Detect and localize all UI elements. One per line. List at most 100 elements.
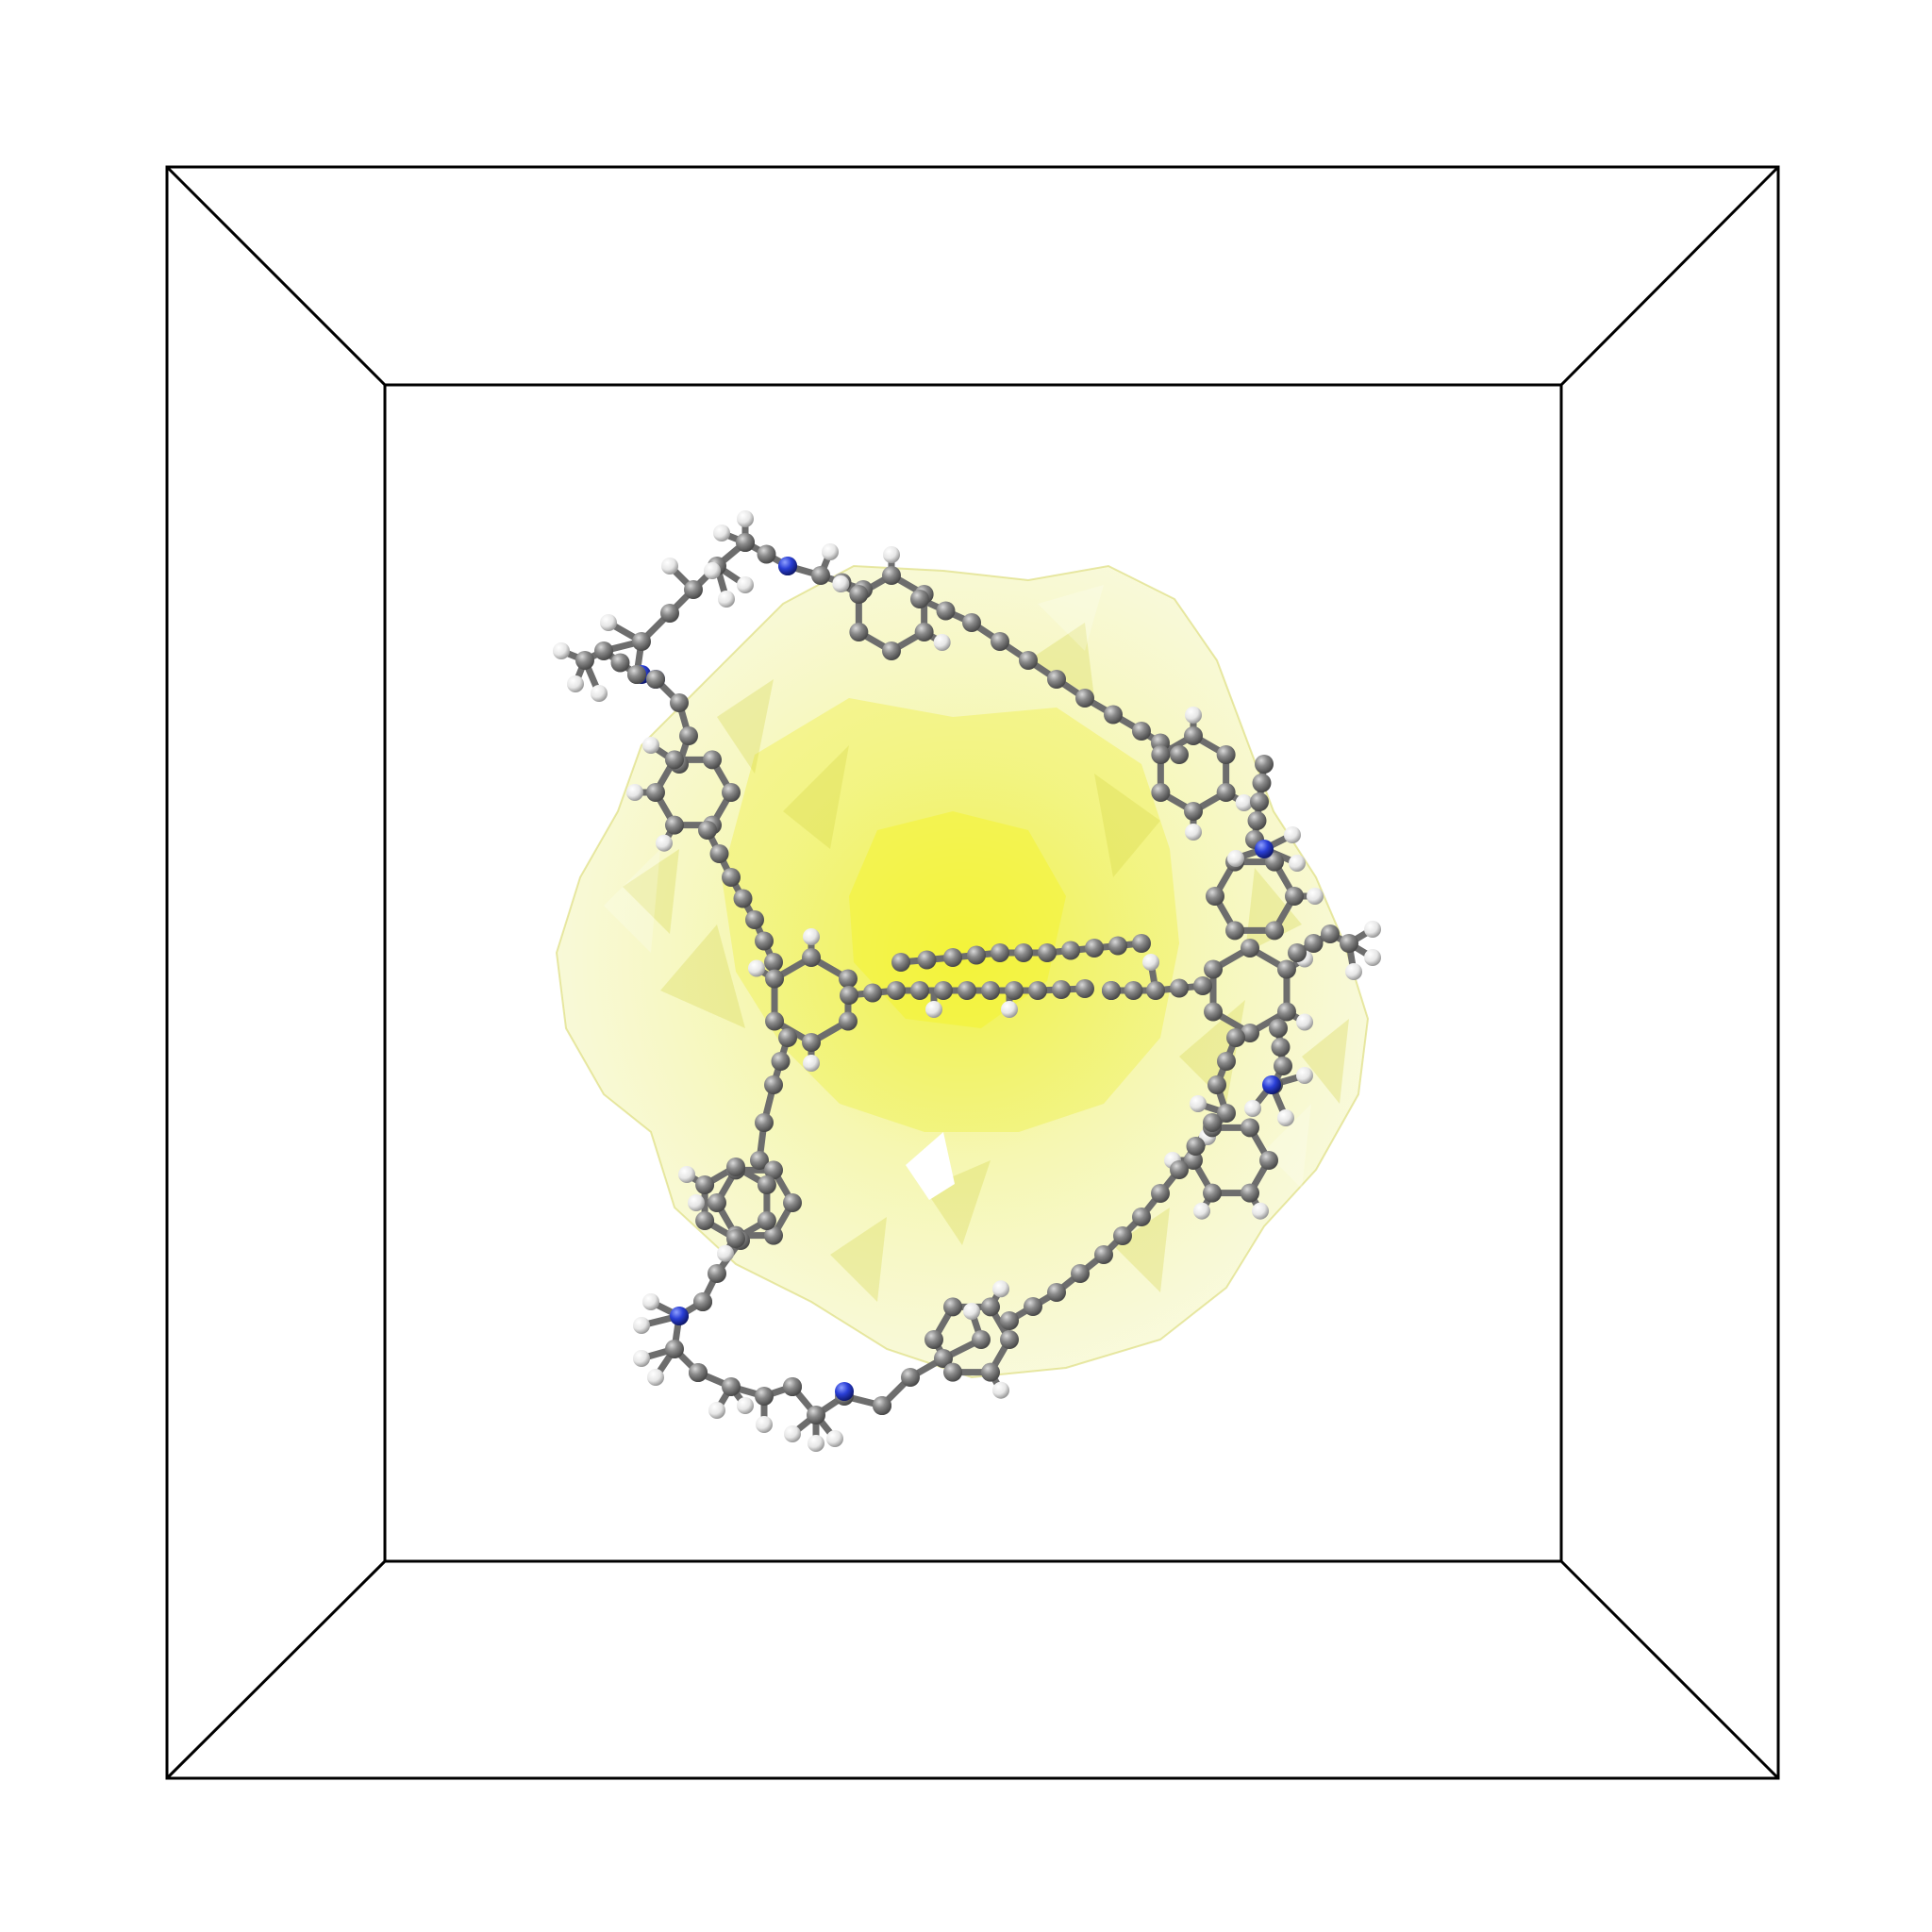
hydrogen-atom[interactable] [963,1303,980,1320]
carbon-atom[interactable] [1252,774,1272,792]
carbon-atom[interactable] [660,604,679,623]
carbon-atom[interactable] [958,981,976,1000]
carbon-atom[interactable] [1304,934,1324,953]
carbon-atom[interactable] [627,665,646,684]
hydrogen-atom[interactable] [708,1402,725,1419]
carbon-atom[interactable] [1217,1104,1236,1123]
carbon-atom[interactable] [1104,705,1123,724]
carbon-atom[interactable] [679,726,698,745]
carbon-atom[interactable] [1225,921,1244,941]
carbon-atom[interactable] [1071,1264,1090,1283]
carbon-atom[interactable] [665,815,684,835]
carbon-atom[interactable] [1108,936,1127,956]
hydrogen-atom[interactable] [1284,826,1301,843]
carbon-atom[interactable] [1186,1137,1206,1156]
carbon-atom[interactable] [755,1113,774,1132]
carbon-atom[interactable] [934,1349,953,1368]
hydrogen-atom[interactable] [803,928,820,945]
carbon-atom[interactable] [1259,1151,1278,1170]
carbon-atom[interactable] [1321,924,1340,943]
carbon-atom[interactable] [1216,745,1236,764]
nitrogen-atom[interactable] [835,1382,854,1401]
carbon-atom[interactable] [708,1264,726,1283]
carbon-atom[interactable] [632,632,651,651]
hydrogen-atom[interactable] [1193,1202,1210,1220]
carbon-atom[interactable] [1170,1160,1189,1179]
hydrogen-atom[interactable] [1296,1013,1314,1031]
hydrogen-atom[interactable] [600,614,617,631]
hydrogen-atom[interactable] [642,1293,659,1310]
hydrogen-atom[interactable] [747,959,765,977]
carbon-atom[interactable] [764,1160,783,1180]
carbon-atom[interactable] [695,1175,715,1194]
carbon-atom[interactable] [1250,792,1269,811]
carbon-atom[interactable] [901,1368,920,1387]
hydrogen-atom[interactable] [553,642,570,659]
carbon-atom[interactable] [1276,1002,1296,1022]
carbon-atom[interactable] [610,653,630,673]
nitrogen-atom[interactable] [1262,1075,1281,1094]
hydrogen-atom[interactable] [737,576,754,593]
carbon-atom[interactable] [1075,689,1094,708]
carbon-atom[interactable] [755,1387,774,1406]
hydrogen-atom[interactable] [1307,888,1324,905]
carbon-atom[interactable] [882,641,901,660]
hydrogen-atom[interactable] [1190,1095,1207,1112]
carbon-atom[interactable] [991,632,1009,651]
carbon-atom[interactable] [1094,1245,1113,1264]
carbon-atom[interactable] [1193,976,1212,995]
carbon-atom[interactable] [594,641,613,660]
carbon-atom[interactable] [1132,934,1151,953]
carbon-atom[interactable] [849,623,869,641]
hydrogen-atom[interactable] [656,834,673,852]
carbon-atom[interactable] [757,1175,776,1194]
carbon-atom[interactable] [670,693,689,712]
molecule[interactable] [553,510,1381,1452]
carbon-atom[interactable] [1204,1002,1224,1022]
carbon-atom[interactable] [811,566,830,585]
carbon-atom[interactable] [736,533,755,552]
carbon-atom[interactable] [1285,887,1304,906]
carbon-atom[interactable] [840,986,858,1005]
carbon-atom[interactable] [838,969,858,989]
hydrogen-atom[interactable] [992,1381,1009,1399]
carbon-atom[interactable] [802,1033,821,1052]
carbon-atom[interactable] [1247,811,1267,830]
carbon-atom[interactable] [849,585,869,604]
carbon-atom[interactable] [778,1028,797,1047]
hydrogen-atom[interactable] [826,1430,843,1447]
carbon-atom[interactable] [771,1052,791,1071]
carbon-atom[interactable] [1208,1075,1226,1094]
carbon-atom[interactable] [695,1211,715,1230]
carbon-atom[interactable] [765,1011,785,1031]
carbon-atom[interactable] [1151,745,1171,764]
carbon-atom[interactable] [1206,887,1224,906]
carbon-atom[interactable] [684,580,703,599]
carbon-atom[interactable] [1028,981,1047,1000]
hydrogen-atom[interactable] [737,1397,754,1414]
carbon-atom[interactable] [689,1363,708,1382]
hydrogen-atom[interactable] [688,1194,705,1211]
carbon-atom[interactable] [873,1396,891,1415]
hydrogen-atom[interactable] [717,1244,734,1262]
hydrogen-atom[interactable] [1277,1109,1294,1126]
carbon-atom[interactable] [1255,755,1274,774]
hydrogen-atom[interactable] [1227,850,1244,867]
hydrogen-atom[interactable] [633,1317,650,1334]
carbon-atom[interactable] [1151,783,1171,802]
carbon-atom[interactable] [1241,1118,1259,1138]
carbon-atom[interactable] [722,1377,741,1396]
carbon-atom[interactable] [882,566,901,585]
carbon-atom[interactable] [1271,1038,1291,1057]
carbon-atom[interactable] [914,623,934,641]
carbon-atom[interactable] [1146,981,1165,1000]
carbon-atom[interactable] [1216,783,1236,802]
nitrogen-atom[interactable] [1255,840,1274,858]
hydrogen-atom[interactable] [1244,1100,1261,1117]
carbon-atom[interactable] [1047,1283,1066,1302]
carbon-atom[interactable] [1019,651,1038,670]
carbon-atom[interactable] [755,931,774,951]
carbon-atom[interactable] [1132,1208,1151,1226]
hydrogen-atom[interactable] [784,1425,801,1442]
carbon-atom[interactable] [1000,1330,1019,1349]
